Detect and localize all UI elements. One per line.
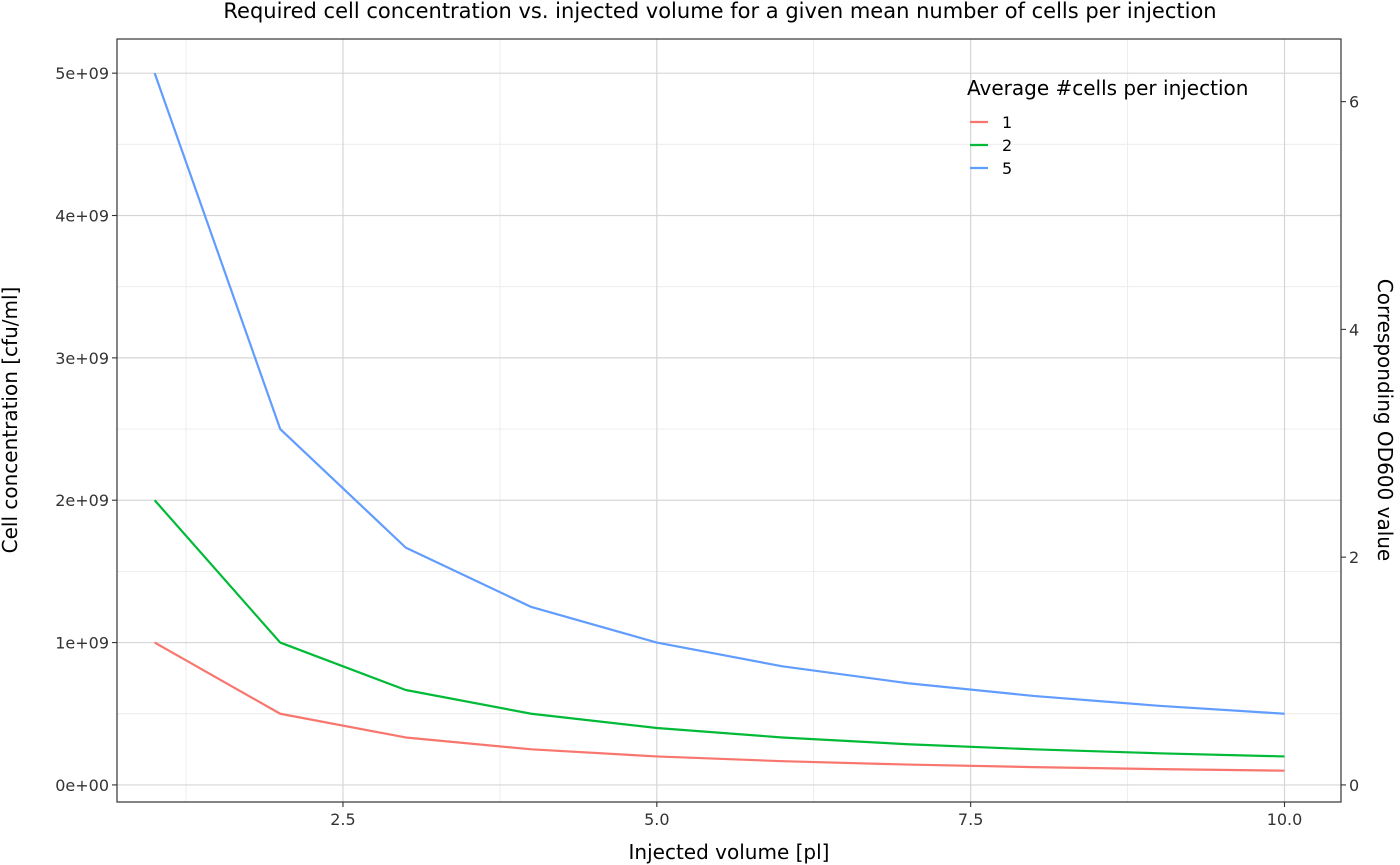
legend-item-5: 5	[970, 159, 1012, 178]
legend-item-2: 2	[970, 136, 1012, 155]
y2-tick-label: 6	[1349, 93, 1359, 112]
legend-title: Average #cells per injection	[967, 76, 1248, 100]
legend-label-2: 2	[1002, 136, 1012, 155]
y-tick-label: 4e+09	[55, 207, 109, 226]
x-axis: 2.5 5.0 7.5 10.0	[330, 802, 1302, 829]
series-line-5	[153, 72, 1285, 715]
y2-axis-title: Corresponding OD600 value	[1373, 279, 1397, 561]
y-tick-label: 5e+09	[55, 64, 109, 83]
grid-major	[117, 39, 1341, 802]
legend-items: 1 2 5	[970, 113, 1012, 178]
legend: Average #cells per injection 1 2 5	[967, 76, 1248, 178]
legend-label-5: 5	[1002, 159, 1012, 178]
x-tick-label: 10.0	[1267, 810, 1303, 829]
y-tick-label: 3e+09	[55, 349, 109, 368]
legend-label-1: 1	[1002, 113, 1012, 132]
plot-panel-border	[116, 38, 1342, 803]
legend-item-1: 1	[970, 113, 1012, 132]
series-line-1	[154, 641, 1285, 772]
y2-axis: 0 2 4 6	[1341, 93, 1359, 795]
y-tick-label: 1e+09	[55, 634, 109, 653]
x-tick-label: 2.5	[330, 810, 355, 829]
y-tick-label: 0e+00	[55, 776, 109, 795]
y2-tick-label: 4	[1349, 320, 1359, 339]
y-axis-title: Cell concentration [cfu/ml]	[0, 287, 22, 554]
y2-tick-label: 2	[1349, 548, 1359, 567]
x-tick-label: 5.0	[644, 810, 669, 829]
x-tick-label: 7.5	[958, 810, 983, 829]
grid-minor	[117, 39, 1341, 802]
series-line-2	[153, 499, 1285, 758]
x-axis-title: Injected volume [pl]	[629, 840, 830, 864]
chart-title: Required cell concentration vs. injected…	[223, 0, 1216, 23]
y-axis: 0e+00 1e+09 2e+09 3e+09 4e+09 5e+09	[55, 64, 117, 795]
y2-tick-label: 0	[1349, 776, 1359, 795]
y-tick-label: 2e+09	[55, 491, 109, 510]
series-layer	[153, 72, 1285, 772]
